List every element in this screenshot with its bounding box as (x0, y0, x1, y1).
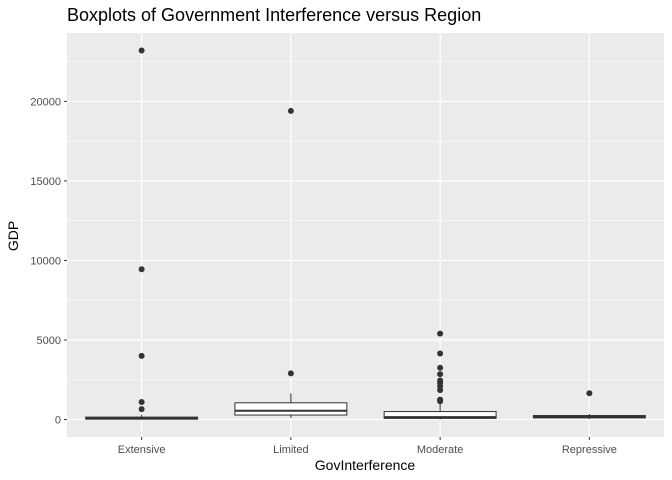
outlier-point (437, 330, 444, 337)
x-tick-label: Moderate (417, 444, 463, 456)
outlier-point (437, 398, 444, 405)
y-axis: 0 5000 10000 15000 20000 (30, 96, 67, 427)
outlier-point (437, 371, 444, 378)
y-tick-label: 10000 (30, 255, 61, 267)
boxplot-moderate (383, 330, 497, 420)
grid-minor (67, 61, 664, 381)
outlier-point (138, 47, 145, 54)
outlier-point (437, 350, 444, 357)
x-tick-label: Extensive (118, 444, 166, 456)
boxplot-extensive (85, 47, 199, 420)
plot-panel (67, 33, 664, 437)
x-tick-label: Limited (273, 444, 308, 456)
y-tick-label: 20000 (30, 96, 61, 108)
outlier-point (138, 406, 145, 413)
boxplot-limited (234, 107, 348, 418)
x-axis: Extensive Limited Moderate Repressive (118, 437, 617, 456)
y-axis-title: GDP (5, 221, 21, 251)
y-tick-label: 15000 (30, 176, 61, 188)
outlier-point (437, 387, 444, 394)
y-tick-label: 0 (55, 415, 61, 427)
x-tick-label: Repressive (562, 444, 617, 456)
outlier-point (138, 266, 145, 273)
chart-title: Boxplots of Government Interference vers… (67, 5, 481, 25)
boxplot-repressive (532, 390, 646, 420)
x-axis-title: GovInterference (315, 457, 416, 473)
outlier-point (586, 390, 593, 397)
outlier-point (138, 352, 145, 359)
outlier-point (437, 364, 444, 371)
boxplots (85, 47, 646, 420)
outlier-point (287, 107, 294, 114)
box (234, 402, 348, 416)
outlier-point (287, 370, 294, 377)
outlier-point (138, 399, 145, 406)
y-tick-label: 5000 (37, 335, 61, 347)
box (383, 411, 497, 419)
